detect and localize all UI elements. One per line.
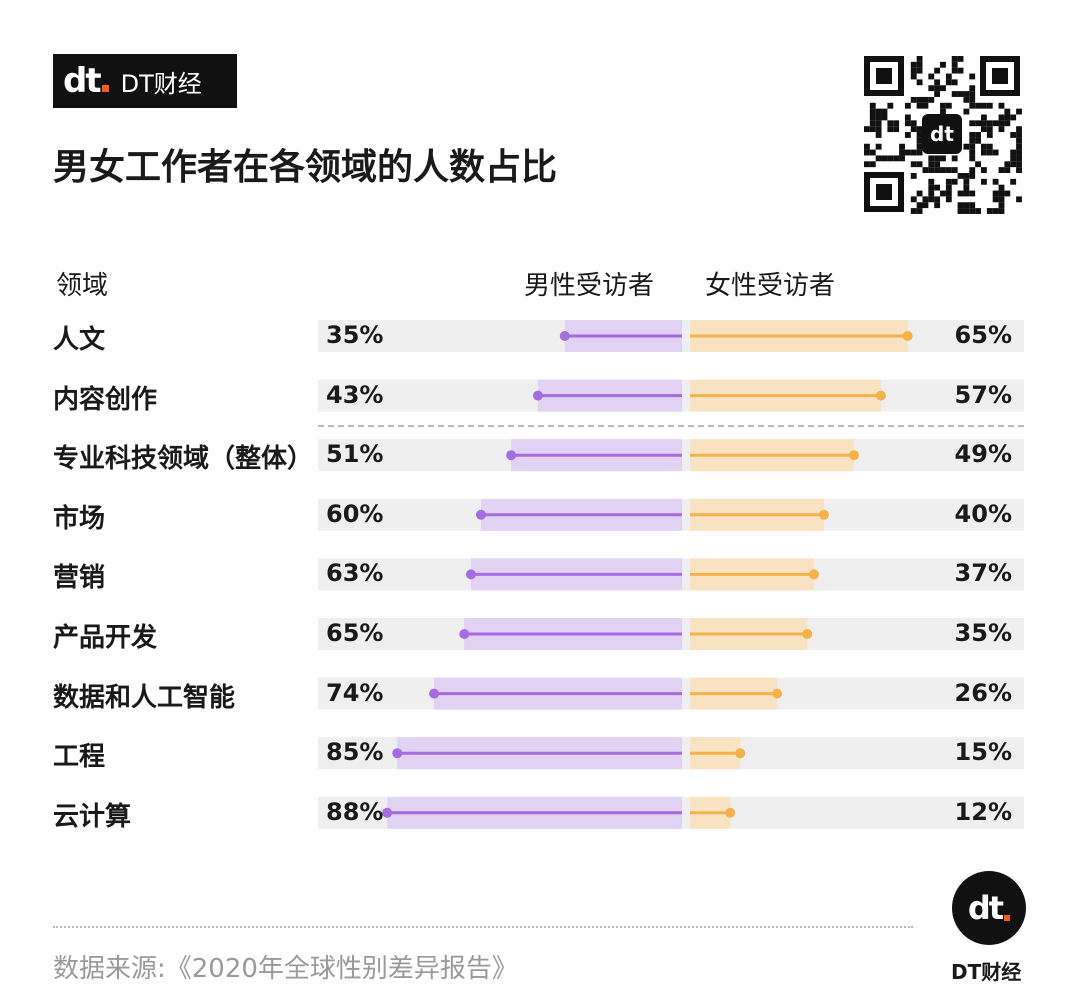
header-field: 领域 xyxy=(56,271,109,301)
category-label: 营销 xyxy=(53,563,106,594)
female-value-label: 40% xyxy=(954,499,1012,528)
female-value-label: 65% xyxy=(954,321,1012,349)
female-point xyxy=(772,688,783,699)
category-label: 工程 xyxy=(53,742,106,773)
female-point xyxy=(875,390,886,401)
category-label: 人文 xyxy=(53,325,106,355)
category-label: 产品开发 xyxy=(53,623,158,653)
category-label: 数据和人工智能 xyxy=(53,682,236,713)
header-male: 男性受访者 xyxy=(524,271,655,301)
male-value-label: 74% xyxy=(326,678,384,707)
data-source: 数据来源:《2020年全球性别差异报告》 xyxy=(53,954,518,984)
female-point xyxy=(902,331,913,341)
chart-title: 男女工作者在各领域的人数占比 xyxy=(53,147,558,188)
male-value-label: 63% xyxy=(326,559,384,588)
male-value-label: 51% xyxy=(326,440,384,469)
female-point xyxy=(725,807,736,818)
female-point xyxy=(849,450,860,461)
footer-brand: DT财经 xyxy=(951,960,1022,984)
female-point xyxy=(808,569,819,580)
male-point xyxy=(392,748,403,759)
svg-text:dt: dt xyxy=(930,122,954,146)
male-point xyxy=(476,509,486,520)
dt-logo-icon: dt xyxy=(63,64,109,98)
female-value-label: 35% xyxy=(954,619,1012,647)
brand-name: DT财经 xyxy=(120,69,202,98)
header-female: 女性受访者 xyxy=(705,271,836,301)
male-point xyxy=(506,450,517,461)
female-point xyxy=(735,748,746,759)
female-value-label: 57% xyxy=(954,380,1012,409)
male-value-label: 43% xyxy=(326,380,384,409)
footer-divider xyxy=(53,926,913,928)
female-value-label: 49% xyxy=(954,440,1012,469)
male-value-label: 85% xyxy=(326,738,384,767)
female-value-label: 37% xyxy=(954,559,1012,588)
male-value-label: 35% xyxy=(326,321,384,349)
male-value-label: 60% xyxy=(326,499,384,528)
brand-badge: dt DT财经 xyxy=(53,54,237,108)
category-label: 市场 xyxy=(53,503,106,534)
female-point xyxy=(819,509,829,520)
male-point xyxy=(532,390,543,401)
male-point xyxy=(382,807,393,818)
category-label: 云计算 xyxy=(53,801,132,832)
section-separator xyxy=(318,425,1024,427)
qr-code-icon: dt xyxy=(860,52,1024,216)
female-point xyxy=(802,629,813,639)
category-label: 专业科技领域（整体） xyxy=(53,444,314,475)
male-point xyxy=(429,688,440,699)
male-point xyxy=(559,331,570,341)
female-value-label: 15% xyxy=(954,738,1012,767)
dt-circle-logo-icon: dt xyxy=(952,871,1026,945)
female-value-label: 26% xyxy=(954,678,1012,707)
male-point xyxy=(459,629,470,639)
female-value-label: 12% xyxy=(954,797,1012,826)
male-point xyxy=(465,569,476,580)
category-label: 内容创作 xyxy=(53,384,158,415)
male-value-label: 88% xyxy=(326,797,384,826)
male-value-label: 65% xyxy=(326,619,384,647)
